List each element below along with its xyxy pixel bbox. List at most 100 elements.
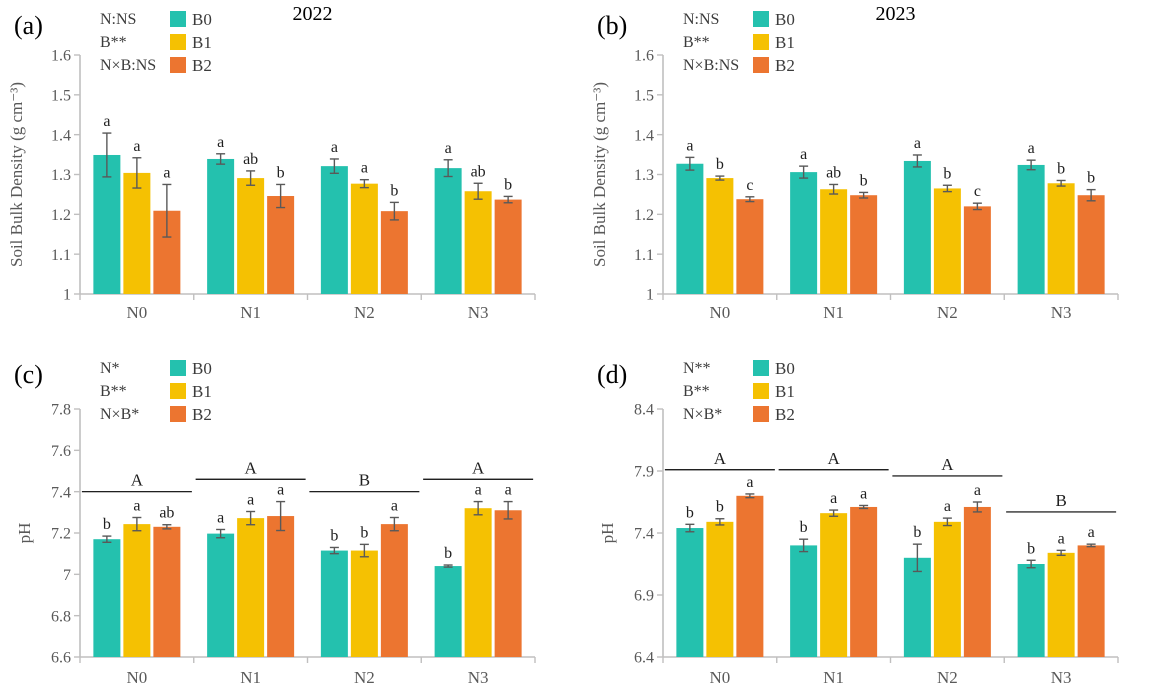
y-tick-label: 6.9 — [634, 588, 654, 605]
group-letter-N0: A — [714, 449, 727, 468]
sig-letter-B0-N3: b — [444, 545, 452, 562]
legend-label-B1: B1 — [775, 382, 795, 401]
legend-label-B1: B1 — [192, 33, 212, 52]
sig-letter-B1-N2: a — [361, 160, 368, 177]
group-letter-N1: A — [244, 458, 257, 477]
sig-letter-B0-N1: b — [800, 519, 808, 536]
legend-swatch-B1 — [170, 383, 186, 399]
y-tick-label: 7.4 — [634, 526, 654, 543]
x-category-label-N3: N3 — [468, 668, 489, 687]
bar-B2-N3 — [494, 510, 522, 657]
bar-B0-N3 — [434, 566, 462, 657]
bar-B2-N3 — [494, 199, 522, 294]
bar-B2-N1 — [267, 516, 295, 657]
legend-swatch-B0 — [753, 360, 769, 376]
bar-B1-N2 — [933, 188, 961, 294]
bar-B0-N0 — [676, 163, 704, 294]
sig-letter-B1-N2: b — [360, 524, 368, 541]
y-tick-label: 1.3 — [51, 167, 71, 184]
legend-label-B2: B2 — [192, 56, 212, 75]
y-tick-label: 1.6 — [634, 48, 654, 65]
chart-canvas: 1 1.1 1.2 1.3 1.4 1.5 1.6 Soil Bulk Density (g … — [7, 3, 536, 322]
sig-letter-B2-N0: a — [163, 164, 170, 181]
y-tick-label: 1.3 — [634, 167, 654, 184]
legend-label-B0: B0 — [192, 10, 212, 29]
y-tick-label: 7.4 — [51, 484, 71, 501]
sig-letter-B1-N1: ab — [243, 151, 258, 168]
legend-swatch-B2 — [753, 57, 769, 73]
sig-letter-B0-N1: a — [800, 146, 807, 163]
bar-B1-N0 — [706, 521, 734, 657]
group-letter-N2: A — [941, 455, 954, 474]
sig-letter-B1-N3: b — [1057, 160, 1065, 177]
sig-letter-B1-N2: a — [944, 498, 951, 515]
sig-letter-B2-N0: ab — [159, 505, 174, 522]
sig-letter-B2-N2: b — [390, 182, 398, 199]
bar-B1-N1 — [820, 513, 848, 657]
x-category-label-N2: N2 — [937, 668, 958, 687]
bar-B2-N1 — [850, 506, 878, 657]
group-letter-N3: A — [472, 458, 485, 477]
sig-letter-B2-N2: a — [974, 482, 981, 499]
sig-letter-B1-N0: b — [716, 499, 724, 516]
legend-swatch-B1 — [170, 34, 186, 50]
sig-letter-B2-N2: a — [391, 498, 398, 515]
bar-B0-N3 — [434, 168, 462, 294]
x-category-label-N0: N0 — [709, 303, 730, 322]
bar-B1-N3 — [464, 191, 492, 294]
sig-letter-B1-N3: a — [1058, 530, 1065, 547]
y-tick-label: 1.6 — [51, 48, 71, 65]
stats-line-1: B** — [100, 383, 127, 400]
y-tick-label: 7.9 — [634, 464, 654, 481]
stats-line-1: B** — [100, 34, 127, 51]
legend-label-B2: B2 — [775, 405, 795, 424]
y-tick-label: 1.2 — [51, 207, 71, 224]
bar-B1-N2 — [350, 183, 378, 294]
stats-line-2: N×B:NS — [683, 57, 739, 74]
y-tick-label: 1 — [63, 287, 71, 304]
bar-B1-N3 — [464, 508, 492, 657]
bar-B2-N0 — [736, 495, 764, 657]
bar-B2-N2 — [380, 524, 408, 657]
panel-b: 1 1.1 1.2 1.3 1.4 1.5 1.6 Soil Bulk Density (g … — [583, 0, 1167, 349]
bar-B2-N3 — [1077, 545, 1105, 657]
legend-label-B0: B0 — [775, 10, 795, 29]
y-tick-label: 7 — [63, 567, 71, 584]
y-tick-label: 7.6 — [51, 443, 71, 460]
y-tick-label: 1.1 — [634, 247, 654, 264]
sig-letter-B2-N3: b — [504, 176, 512, 193]
y-tick-label: 6.4 — [634, 650, 654, 667]
sig-letter-B2-N3: b — [1087, 170, 1095, 187]
sig-letter-B2-N1: b — [860, 172, 868, 189]
bar-B0-N1 — [207, 158, 235, 294]
y-tick-label: 6.8 — [51, 608, 71, 625]
sig-letter-B2-N1: a — [277, 482, 284, 499]
panel-d: 6.4 6.9 7.4 7.9 8.4 pH (d) N** B** N×B* B0 B1 B2 N0 b b… — [583, 349, 1167, 698]
sig-letter-B0-N0: b — [103, 516, 111, 533]
sig-letter-B0-N2: b — [913, 524, 921, 541]
bar-B2-N0 — [153, 526, 181, 657]
bar-B2-N2 — [380, 211, 408, 294]
sig-letter-B2-N2: c — [974, 183, 981, 200]
sig-letter-B0-N0: a — [103, 113, 110, 130]
bar-B0-N2 — [903, 160, 931, 294]
legend-swatch-B2 — [170, 406, 186, 422]
stats-line-1: B** — [683, 34, 710, 51]
legend-swatch-B2 — [170, 57, 186, 73]
y-tick-label: 1 — [646, 287, 654, 304]
panel-a: 1 1.1 1.2 1.3 1.4 1.5 1.6 Soil Bulk Density (g … — [0, 0, 583, 349]
x-category-label-N2: N2 — [937, 303, 958, 322]
chart-canvas: 1 1.1 1.2 1.3 1.4 1.5 1.6 Soil Bulk Density (g … — [590, 3, 1119, 322]
x-category-label-N0: N0 — [126, 668, 147, 687]
sig-letter-B2-N1: a — [860, 485, 867, 502]
sig-letter-B0-N0: a — [686, 137, 693, 154]
bar-B2-N2 — [963, 506, 991, 657]
sig-letter-B1-N0: a — [133, 498, 140, 515]
y-axis-label: pH — [15, 523, 34, 544]
sig-letter-B0-N2: a — [914, 135, 921, 152]
legend-label-B2: B2 — [192, 405, 212, 424]
x-category-label-N3: N3 — [1051, 303, 1072, 322]
stats-line-1: B** — [683, 383, 710, 400]
y-tick-label: 6.6 — [51, 650, 71, 667]
bar-B2-N3 — [1077, 195, 1105, 294]
